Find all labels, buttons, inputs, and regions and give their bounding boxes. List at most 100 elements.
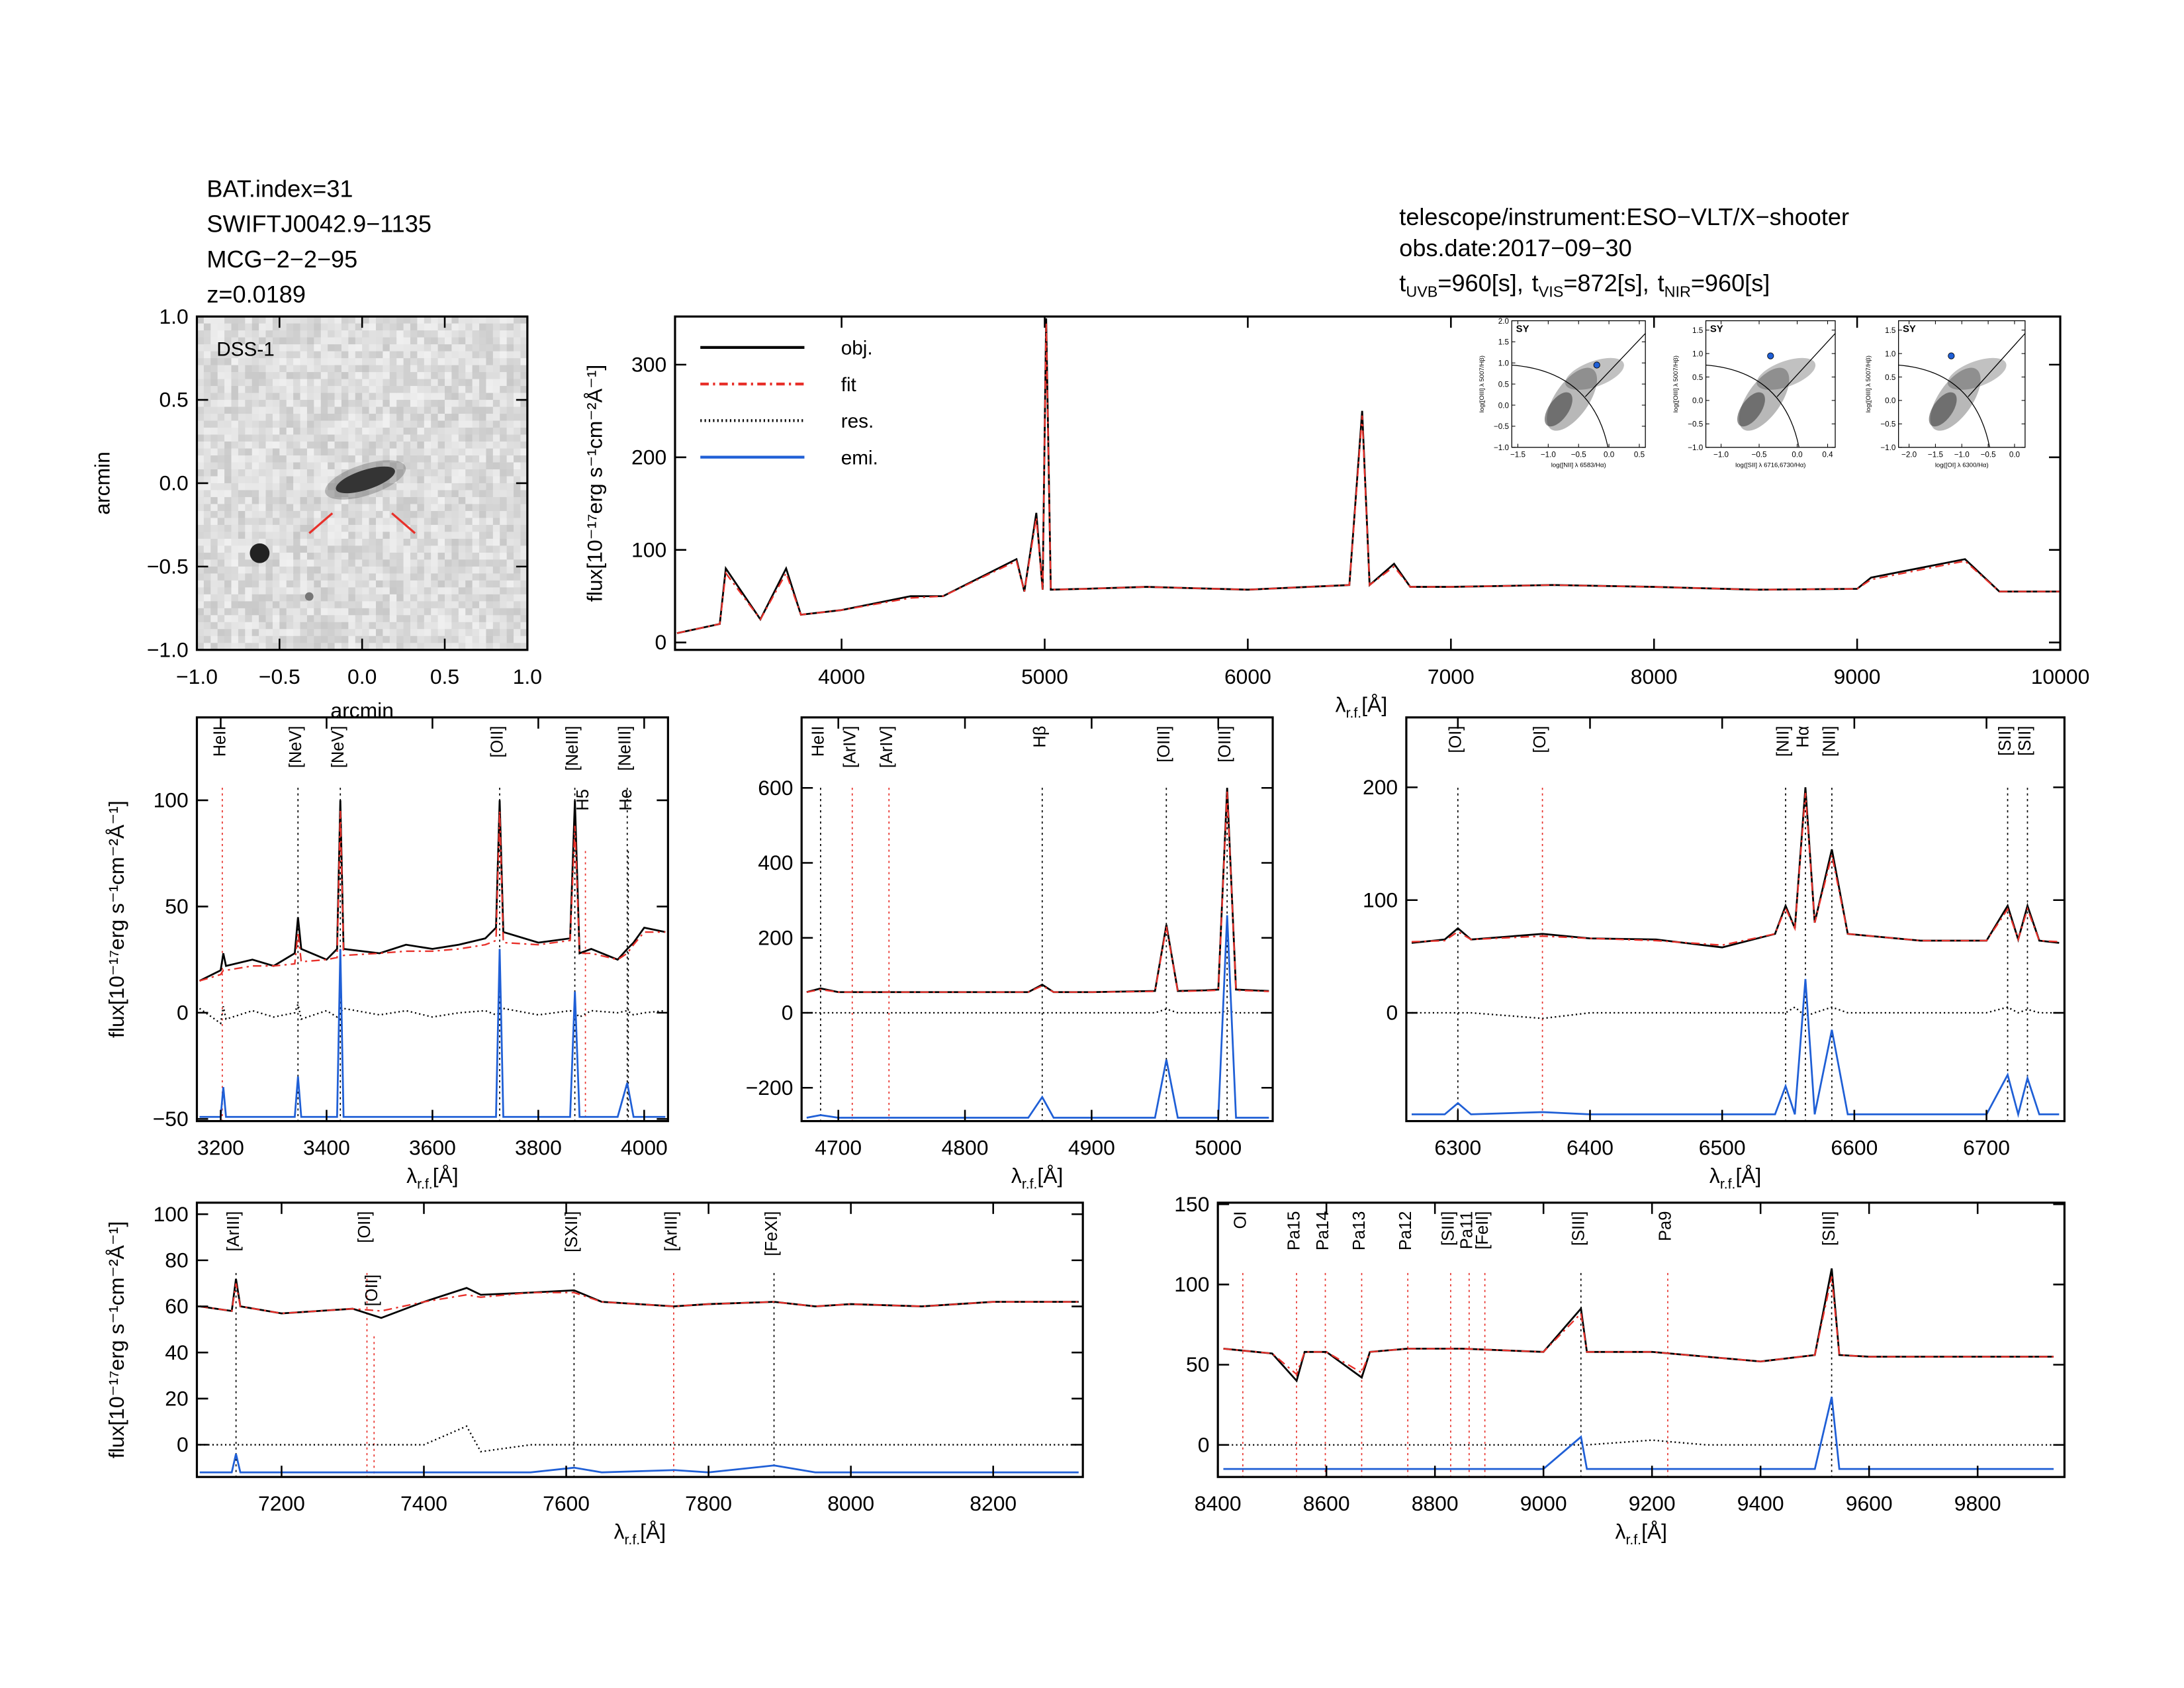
- image-pixel: [431, 323, 439, 331]
- image-pixel: [437, 476, 445, 484]
- y-tick-label: 100: [154, 788, 189, 812]
- image-pixel: [486, 358, 494, 366]
- y-tick-label: 0.5: [1692, 373, 1703, 382]
- y-tick-label: 200: [631, 445, 666, 469]
- image-pixel: [231, 538, 239, 547]
- image-pixel: [375, 580, 384, 588]
- image-pixel: [286, 344, 294, 352]
- image-pixel: [286, 476, 294, 484]
- image-pixel: [217, 365, 225, 373]
- image-pixel: [369, 323, 377, 331]
- image-pixel: [520, 476, 528, 484]
- image-pixel: [355, 538, 363, 547]
- image-pixel: [417, 344, 425, 352]
- image-pixel: [465, 400, 473, 408]
- image-pixel: [417, 393, 425, 400]
- image-pixel: [334, 323, 342, 331]
- image-pixel: [231, 420, 239, 428]
- image-pixel: [514, 496, 522, 505]
- image-pixel: [458, 504, 466, 512]
- image-pixel: [251, 573, 259, 581]
- image-pixel: [197, 428, 205, 436]
- image-pixel: [445, 580, 453, 588]
- image-pixel: [479, 448, 487, 456]
- image-pixel: [479, 622, 487, 630]
- image-pixel: [437, 594, 445, 602]
- image-pixel: [314, 414, 322, 422]
- image-pixel: [472, 559, 480, 567]
- image-pixel: [314, 344, 322, 352]
- image-pixel: [492, 559, 500, 567]
- x-axis-unit: [Å]: [1361, 692, 1387, 716]
- image-pixel: [403, 552, 411, 561]
- y-tick-label: 100: [1363, 888, 1398, 912]
- image-pixel: [300, 629, 308, 637]
- image-pixel: [341, 532, 349, 539]
- image-pixel: [197, 643, 205, 651]
- image-pixel: [506, 476, 514, 484]
- image-pixel: [348, 635, 356, 643]
- y-tick-label: 20: [165, 1386, 188, 1410]
- image-pixel: [245, 462, 253, 470]
- image-pixel: [355, 601, 363, 609]
- image-pixel: [445, 629, 453, 637]
- image-pixel: [293, 601, 301, 609]
- image-pixel: [424, 483, 432, 491]
- image-pixel: [210, 400, 218, 408]
- x-axis-label: log([NII] λ 6583/Hα): [1551, 462, 1606, 469]
- image-pixel: [272, 337, 280, 345]
- image-pixel: [403, 323, 411, 331]
- demarcation-curve: [1898, 364, 1990, 447]
- image-pixel: [492, 365, 500, 373]
- image-pixel: [451, 559, 459, 567]
- image-pixel: [520, 358, 528, 366]
- image-pixel: [314, 469, 322, 477]
- image-pixel: [355, 372, 363, 380]
- image-pixel: [424, 559, 432, 567]
- image-pixel: [417, 428, 425, 436]
- image-pixel: [472, 622, 480, 630]
- image-pixel: [520, 538, 528, 547]
- image-pixel: [279, 566, 287, 574]
- image-pixel: [396, 434, 404, 442]
- image-pixel: [245, 351, 253, 359]
- image-pixel: [348, 442, 356, 449]
- image-pixel: [389, 580, 397, 588]
- image-pixel: [492, 532, 500, 539]
- image-pixel: [520, 587, 528, 595]
- image-pixel: [472, 379, 480, 387]
- marker: [391, 512, 416, 534]
- image-pixel: [445, 635, 453, 643]
- image-pixel: [245, 566, 253, 574]
- image-label: DSS-1: [216, 339, 275, 361]
- image-pixel: [293, 372, 301, 380]
- image-pixel: [417, 462, 425, 470]
- line-label: [SIII]: [1439, 1211, 1458, 1246]
- image-pixel: [424, 448, 432, 456]
- image-pixel: [355, 330, 363, 338]
- y-tick-label: 1.5: [1498, 338, 1509, 347]
- image-pixel: [334, 448, 342, 456]
- exposure-band: VIS: [1539, 283, 1564, 300]
- image-pixel: [306, 580, 314, 588]
- image-pixel: [424, 496, 432, 505]
- image-pixel: [514, 393, 522, 400]
- image-pixel: [203, 496, 211, 505]
- image-pixel: [514, 510, 522, 519]
- image-pixel: [279, 379, 287, 387]
- image-pixel: [231, 559, 239, 567]
- image-pixel: [514, 545, 522, 553]
- image-pixel: [279, 406, 287, 414]
- image-pixel: [245, 615, 253, 623]
- image-pixel: [341, 490, 349, 498]
- image-pixel: [424, 566, 432, 574]
- spectrum-line: [199, 1425, 1079, 1453]
- image-pixel: [451, 566, 459, 574]
- image-pixel: [451, 434, 459, 442]
- image-pixel: [259, 635, 267, 643]
- image-pixel: [355, 524, 363, 533]
- image-pixel: [437, 483, 445, 491]
- image-pixel: [300, 351, 308, 359]
- image-pixel: [341, 379, 349, 387]
- image-pixel: [403, 442, 411, 449]
